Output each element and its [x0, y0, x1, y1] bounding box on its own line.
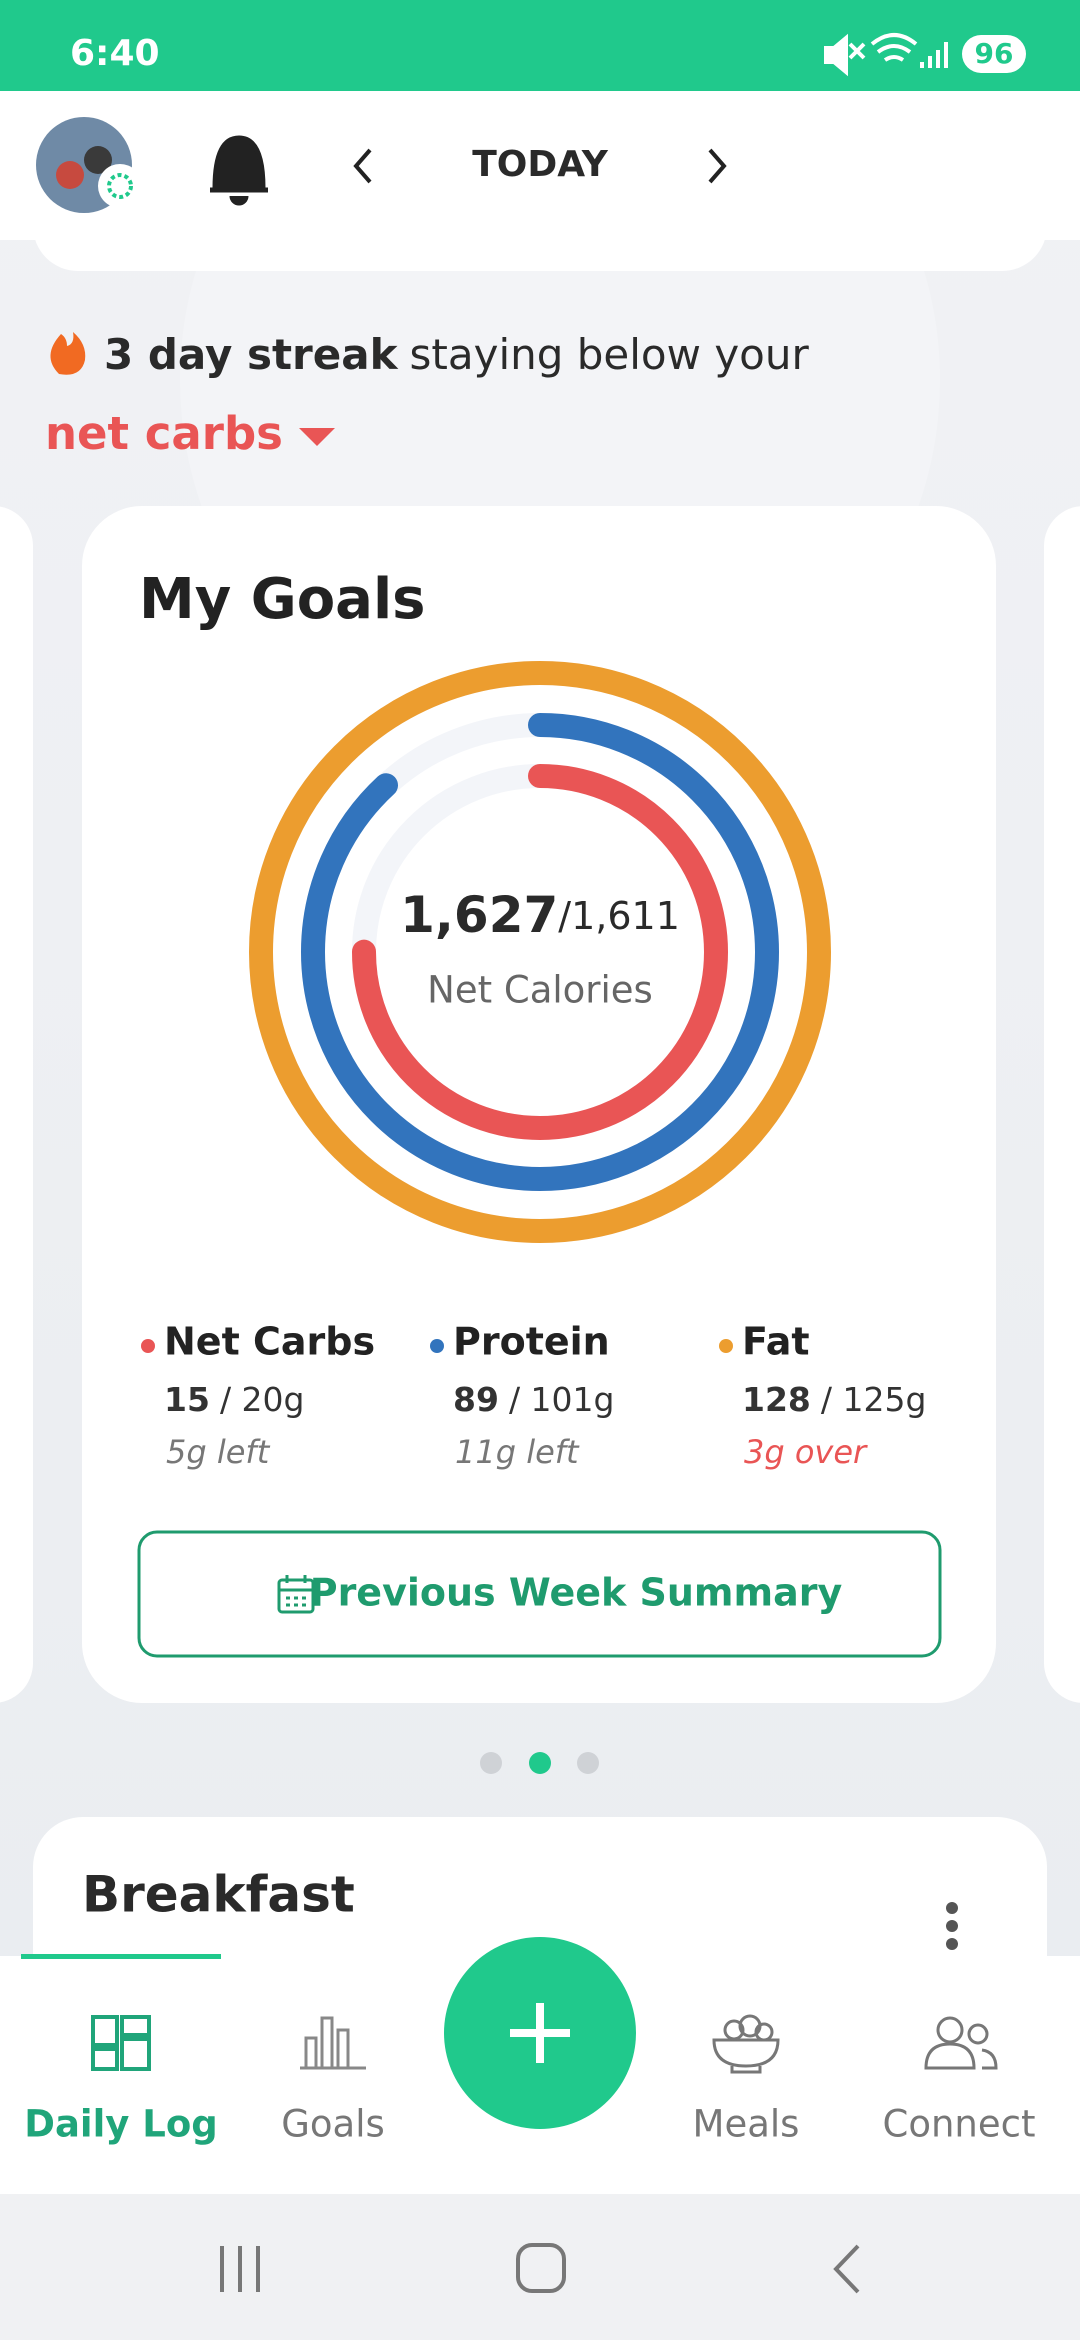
system-nav: [0, 2194, 1080, 2340]
page-dot[interactable]: [529, 1752, 551, 1774]
macro-goal: / 20g: [220, 1380, 305, 1419]
battery-level: 96: [975, 37, 1014, 70]
macro-goal: / 125g: [821, 1380, 927, 1419]
daily-log-icon: [91, 2015, 151, 2071]
nav-indicator: [21, 1954, 221, 1959]
macro-status: 5g left: [166, 1433, 271, 1471]
macro-goal: / 101g: [509, 1380, 615, 1419]
dropdown-arrow[interactable]: [299, 428, 335, 446]
home-button[interactable]: [516, 2243, 566, 2293]
settings-badge[interactable]: [98, 164, 142, 208]
summary-button[interactable]: [137, 1530, 942, 1658]
macro-amount: 128 / 125g: [742, 1380, 926, 1419]
next-day[interactable]: [708, 148, 727, 184]
card-title: My Goals: [139, 567, 425, 632]
prev-day[interactable]: [353, 148, 372, 184]
fire-icon: [50, 332, 86, 375]
rings: [249, 661, 831, 1243]
side-card: [0, 506, 33, 1703]
nav-label[interactable]: Goals: [281, 2103, 385, 2146]
macro-amount: 15 / 20g: [164, 1380, 304, 1419]
macro-eaten: 128: [742, 1380, 811, 1419]
status-bar: [0, 0, 1080, 91]
calories-label: Net Calories: [427, 969, 653, 1012]
macro-status: 3g over: [744, 1433, 868, 1471]
back-button[interactable]: [833, 2244, 860, 2294]
macro-dot: [430, 1339, 444, 1353]
page-dot[interactable]: [577, 1752, 599, 1774]
macro-name: Net Carbs: [164, 1320, 375, 1364]
summary-button-label: Previous Week Summary: [310, 1571, 843, 1615]
page-dot[interactable]: [480, 1752, 502, 1774]
macro-eaten: 15: [164, 1380, 210, 1419]
recents-button[interactable]: [220, 2246, 260, 2292]
ring-progress: [352, 764, 728, 1140]
nav-label[interactable]: Daily Log: [24, 2103, 218, 2146]
macros: Net Carbs 15 / 20g 5g left Protein 89 / 101g 11…: [141, 1320, 926, 1471]
macro-dot: [719, 1339, 733, 1353]
calories: 1,627/1,611: [400, 886, 680, 944]
macro-dot: [141, 1339, 155, 1353]
time: 6:40: [70, 33, 160, 74]
header: [0, 91, 1080, 240]
calendar-icon: [277, 1575, 315, 1614]
goals-card: [82, 506, 996, 1703]
macro-eaten: 89: [453, 1380, 499, 1419]
nav-label[interactable]: Meals: [693, 2103, 800, 2146]
avatar-detail: [56, 161, 84, 189]
macro-amount: 89 / 101g: [453, 1380, 614, 1419]
meal-menu[interactable]: [946, 1902, 958, 1950]
nav-label[interactable]: Connect: [883, 2103, 1036, 2146]
macro-name: Fat: [742, 1320, 810, 1364]
macro-name: Protein: [453, 1320, 610, 1364]
bell-icon[interactable]: [210, 135, 268, 206]
connect-icon: [924, 2016, 998, 2070]
streak-text: 3 day streak staying below your: [104, 330, 809, 379]
add-icon: [510, 2003, 570, 2063]
ring-progress: [301, 713, 779, 1191]
avatar-detail: [84, 146, 112, 174]
settings-icon: [107, 173, 133, 199]
battery: [962, 35, 1026, 73]
date-title: TODAY: [472, 144, 608, 185]
status-icons: [824, 33, 948, 77]
meals-icon: [712, 2014, 780, 2074]
ring-progress: [249, 661, 831, 1243]
nav-labels: Daily Log Goals Meals Connect: [24, 2103, 1035, 2146]
goals-icon: [300, 2016, 366, 2070]
side-card: [1044, 506, 1080, 1703]
streak-metric[interactable]: net carbs: [45, 407, 283, 460]
meal-title: Breakfast: [82, 1866, 355, 1924]
macro-status: 11g left: [455, 1433, 580, 1471]
